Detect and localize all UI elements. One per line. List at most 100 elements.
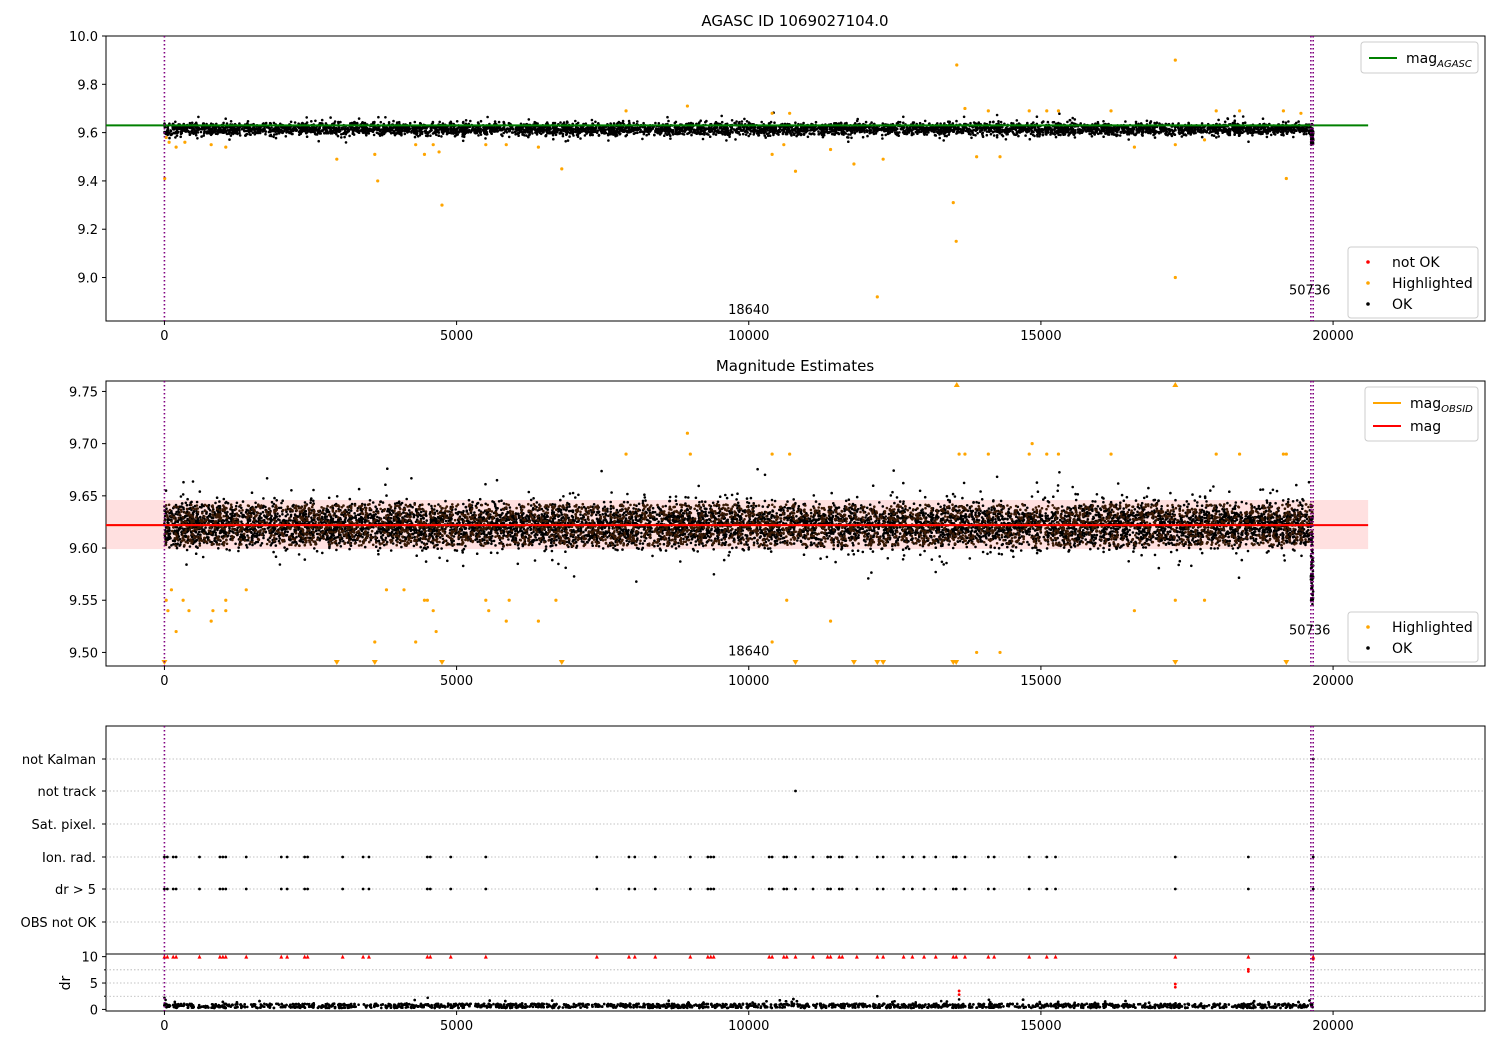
agasc-ok-point xyxy=(1068,118,1072,122)
agasc-ok-point xyxy=(229,120,233,123)
agasc-ok-point xyxy=(496,129,500,133)
agasc-ok-point xyxy=(872,128,876,131)
agasc-ok-point xyxy=(1220,129,1224,132)
agasc-ok-point xyxy=(757,134,760,137)
agasc-ok-point xyxy=(387,128,390,131)
agasc-ok-point xyxy=(380,132,383,136)
agasc-ok-point xyxy=(393,131,396,134)
agasc-ok-point xyxy=(270,126,273,129)
agasc-ok-point xyxy=(428,130,431,134)
agasc-ok-point xyxy=(1029,128,1033,131)
agasc-ok-point xyxy=(612,133,615,136)
agasc-ok-point xyxy=(240,127,244,131)
agasc-ok-point xyxy=(244,134,247,137)
agasc-ok-point xyxy=(346,127,350,131)
agasc-ok-point xyxy=(607,127,610,130)
agasc-ok-point xyxy=(589,133,592,136)
agasc-ok-point xyxy=(1208,131,1211,135)
agasc-ok-point xyxy=(247,129,251,133)
agasc-ok-point xyxy=(1102,120,1105,123)
agasc-ok-point xyxy=(606,132,610,136)
agasc-ok-point xyxy=(962,115,966,119)
agasc-ok-point xyxy=(1030,130,1034,134)
agasc-ok-point xyxy=(1046,126,1050,129)
agasc-ok-point xyxy=(351,131,355,134)
agasc-ok-point xyxy=(253,133,257,136)
agasc-ok-point xyxy=(272,135,275,139)
agasc-ok-point xyxy=(928,126,932,130)
agasc-ok-point xyxy=(219,128,222,131)
agasc-ok-point xyxy=(461,135,464,138)
agasc-ok-point xyxy=(440,135,443,138)
agasc-ok-point xyxy=(285,131,288,134)
agasc-panel: AGASC ID 1069027104.0 magAGASC not OKHig… xyxy=(105,12,1486,322)
agasc-ok-point xyxy=(268,127,272,131)
agasc-ok-point xyxy=(664,132,667,135)
agasc-ok-point xyxy=(408,127,412,130)
agasc-ok-point xyxy=(1261,117,1265,120)
agasc-ok-point xyxy=(336,134,340,138)
agasc-ok-point xyxy=(1004,138,1008,141)
agasc-ok-point xyxy=(1076,128,1080,131)
agasc-ok-point xyxy=(227,132,231,135)
agasc-ok-point xyxy=(638,130,642,134)
agasc-ok-point xyxy=(967,130,970,134)
agasc-ok-point xyxy=(659,129,663,133)
agasc-ok-point xyxy=(344,141,348,144)
agasc-ok-point xyxy=(1200,135,1204,139)
agasc-ok-point xyxy=(769,120,773,124)
agasc-ok-point xyxy=(350,127,354,131)
agasc-ok-point xyxy=(1085,129,1089,133)
agasc-ok-point xyxy=(846,136,849,139)
agasc-ok-point xyxy=(933,133,937,137)
agasc-ok-point xyxy=(944,130,947,134)
agasc-ok-point xyxy=(771,129,774,133)
agasc-ok-point xyxy=(1273,133,1277,136)
agasc-ok-point xyxy=(793,132,796,135)
agasc-ok-point xyxy=(821,135,825,139)
agasc-ok-point xyxy=(302,127,305,131)
agasc-ok-point xyxy=(548,129,551,132)
agasc-ok-point xyxy=(316,128,320,132)
agasc-ok-point xyxy=(632,121,635,125)
agasc-ok-point xyxy=(551,132,555,135)
agasc-ok-point xyxy=(329,132,333,135)
agasc-ok-point xyxy=(1161,128,1165,131)
agasc-ok-point xyxy=(370,129,374,133)
agasc-ok-point xyxy=(170,132,174,136)
agasc-ok-point xyxy=(874,126,878,130)
agasc-ok-point xyxy=(523,134,526,137)
agasc-ok-point xyxy=(1168,131,1171,134)
agasc-ok-point xyxy=(789,132,792,135)
agasc-ok-point xyxy=(382,132,386,136)
agasc-ok-point xyxy=(1147,131,1150,135)
agasc-ok-point xyxy=(992,134,996,137)
agasc-ok-point xyxy=(246,122,249,125)
agasc-ok-point xyxy=(1230,127,1234,131)
agasc-ok-point xyxy=(1295,121,1298,125)
agasc-ok-point xyxy=(590,118,594,122)
agasc-ok-point xyxy=(994,129,998,133)
agasc-ok-point xyxy=(436,129,440,133)
agasc-ok-point xyxy=(1053,127,1057,131)
agasc-ok-point xyxy=(1094,122,1097,125)
agasc-ok-point xyxy=(1059,133,1062,137)
agasc-ok-point xyxy=(814,120,818,124)
agasc-ok-point xyxy=(865,129,869,133)
agasc-ok-point xyxy=(199,130,203,134)
agasc-ok-point xyxy=(343,127,347,130)
agasc-ok-point xyxy=(431,132,435,135)
agasc-ok-point xyxy=(774,128,778,132)
agasc-ok-point xyxy=(723,130,726,134)
agasc-ok-point xyxy=(202,131,206,135)
agasc-ok-point xyxy=(1205,131,1209,134)
agasc-ok-point xyxy=(464,119,468,122)
agasc-ok-point xyxy=(747,134,750,138)
agasc-ok-point xyxy=(1119,131,1123,134)
agasc-ok-point xyxy=(562,121,566,124)
agasc-ok-point xyxy=(1210,130,1213,134)
agasc-ok-point xyxy=(702,129,706,132)
agasc-ok-point xyxy=(1246,128,1250,131)
agasc-ok-point xyxy=(1274,126,1277,129)
agasc-ok-point xyxy=(1241,115,1245,118)
